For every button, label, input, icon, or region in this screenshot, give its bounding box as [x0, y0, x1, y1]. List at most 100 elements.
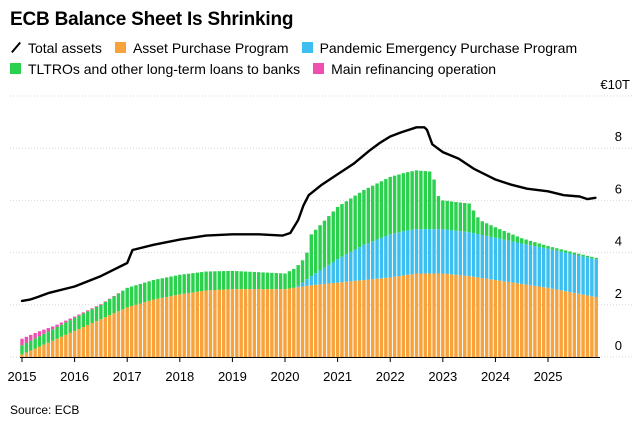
bar-app — [484, 278, 489, 357]
bar-tltro — [186, 273, 191, 294]
bar-app — [64, 334, 68, 357]
bar-tltro — [568, 251, 572, 254]
bar-pepp — [436, 229, 441, 274]
bar-tltro — [64, 322, 68, 335]
bar-pepp — [370, 241, 375, 280]
bar-app — [449, 274, 454, 357]
bar-tltro — [191, 273, 195, 293]
bar-tltro — [484, 223, 489, 236]
bar-app — [511, 282, 515, 357]
bar-tltro — [103, 301, 107, 318]
bar-tltro — [121, 290, 125, 310]
bar-tltro — [506, 232, 511, 241]
bar-app — [213, 290, 217, 357]
bar-app — [489, 279, 493, 357]
bar-app — [99, 319, 103, 357]
legend-label: Total assets — [28, 39, 102, 56]
bar-pepp — [577, 255, 581, 294]
bar-app — [20, 354, 24, 357]
bar-app — [366, 279, 371, 357]
bar-app — [94, 321, 99, 357]
bar-tltro — [261, 272, 265, 290]
bar-app — [362, 280, 366, 357]
bar-pepp — [581, 256, 585, 295]
bar-app — [528, 285, 533, 357]
bar-pepp — [546, 248, 550, 288]
bar-tltro — [134, 285, 138, 305]
bar-app — [257, 289, 261, 357]
bar-mro — [99, 304, 103, 305]
bar-app — [471, 276, 476, 357]
y-tick-label: 2 — [615, 286, 622, 301]
bar-tltro — [388, 176, 392, 235]
bar-pepp — [392, 233, 397, 277]
bar-pepp — [331, 261, 335, 284]
bar-tltro — [454, 201, 458, 231]
bar-tltro — [235, 271, 239, 290]
x-tick-label: 2021 — [323, 369, 352, 384]
bar-tltro — [502, 230, 506, 240]
bar-tltro — [362, 189, 366, 245]
bar-pepp — [353, 249, 357, 281]
x-tick-label: 2015 — [8, 369, 37, 384]
bar-app — [375, 278, 379, 357]
bar-app — [252, 289, 257, 357]
bar-app — [274, 289, 278, 357]
bar-app — [287, 288, 292, 357]
bar-app — [379, 278, 384, 357]
bar-mro — [20, 338, 24, 346]
bar-tltro — [283, 273, 287, 290]
bar-pepp — [594, 259, 598, 297]
source-note: Source: ECB — [10, 403, 80, 417]
bar-app — [116, 311, 121, 357]
bar-tltro — [55, 326, 59, 339]
bar-app — [235, 289, 239, 357]
bar-app — [77, 328, 81, 357]
bar-app — [414, 273, 419, 357]
bar-tltro — [563, 250, 568, 253]
legend-item-mro: Main refinancing operation — [313, 61, 496, 77]
bar-app — [164, 296, 169, 357]
bar-pepp — [555, 250, 559, 290]
bar-app — [563, 291, 568, 357]
bar-tltro — [449, 201, 454, 231]
bar-pepp — [344, 254, 349, 282]
bar-pepp — [432, 229, 436, 274]
bar-pepp — [414, 229, 419, 274]
bar-tltro — [392, 175, 397, 234]
bar-pepp — [458, 231, 463, 276]
bar-tltro — [143, 282, 147, 303]
bar-tltro — [340, 204, 344, 257]
bar-tltro — [217, 271, 221, 290]
bar-tltro — [397, 174, 401, 233]
bar-tltro — [182, 274, 186, 294]
bar-pepp — [401, 231, 406, 276]
bar-app — [24, 352, 29, 357]
bar-app — [318, 284, 322, 357]
bar-tltro — [331, 211, 335, 262]
bar-tltro — [353, 195, 357, 250]
bar-app — [555, 289, 559, 357]
bar-app — [335, 282, 340, 357]
bar-app — [541, 287, 546, 357]
bar-app — [160, 297, 164, 357]
bar-app — [103, 317, 107, 357]
bar-tltro — [270, 272, 274, 290]
bar-tltro — [129, 286, 134, 307]
bar-app — [493, 280, 498, 357]
bar-tltro — [541, 244, 546, 248]
bar-app — [327, 283, 331, 357]
bar-app — [68, 332, 72, 357]
bar-pepp — [471, 233, 476, 277]
bar-pepp — [528, 245, 533, 286]
bar-tltro — [379, 181, 384, 238]
bar-pepp — [524, 244, 528, 285]
bar-app — [129, 306, 134, 357]
bar-tltro — [401, 173, 406, 232]
bar-app — [29, 350, 33, 357]
bar-tltro — [248, 271, 252, 290]
bar-tltro — [81, 313, 86, 327]
bar-app — [340, 282, 344, 357]
bar-app — [112, 313, 116, 357]
bar-pepp — [327, 264, 331, 284]
